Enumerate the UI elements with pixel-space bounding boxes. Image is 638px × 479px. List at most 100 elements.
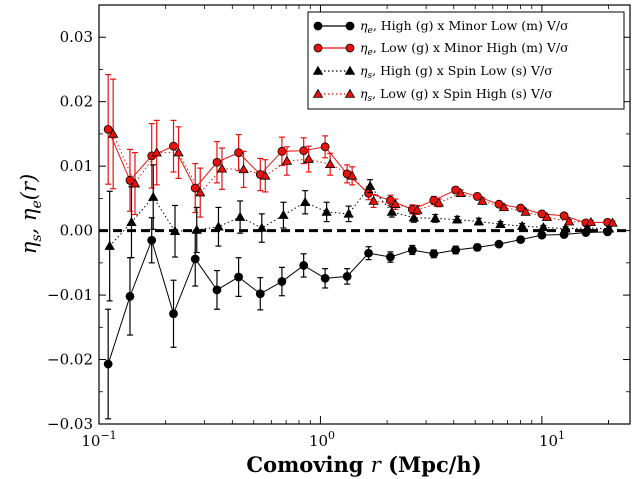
series-0-point-0	[103, 359, 113, 369]
series-0-point-10	[320, 273, 330, 283]
series-1-point-10	[320, 142, 330, 152]
y-axis-title: ηs, ηe(r)	[17, 174, 45, 254]
series-2-point-22	[582, 222, 593, 232]
series-2-point-6	[234, 211, 246, 221]
series-0-point-12	[364, 248, 373, 258]
series-2	[104, 164, 615, 302]
series-1-point-8	[277, 146, 287, 156]
series-1-point-13	[386, 195, 395, 205]
series-0-point-16	[451, 245, 461, 255]
y-tick-label-5: 0.02	[60, 93, 93, 111]
series-0-point-15	[429, 249, 439, 259]
y-tick-label-6: 0.03	[60, 28, 93, 46]
legend-key-marker-1-1	[345, 43, 355, 53]
series-3-point-22	[585, 216, 597, 227]
y-tick-label-0: −0.03	[47, 415, 93, 433]
series-2-point-8	[278, 209, 289, 219]
x-tick-label-0: 10−1	[81, 429, 116, 450]
series-group	[103, 74, 618, 420]
plot-frame	[98, 4, 631, 425]
series-1-point-9	[299, 146, 309, 156]
series-2-point-15	[430, 213, 441, 223]
series-3-point-13	[390, 198, 401, 208]
series-1-point-12	[364, 188, 373, 198]
series-3-point-11	[346, 170, 358, 180]
series-3-point-4	[195, 187, 206, 197]
x-axis-title: Comoving r (Mpc/h)	[246, 452, 481, 477]
legend-key-marker-3-0	[312, 88, 324, 98]
x-tick-label-1: 100	[309, 429, 335, 450]
series-0-point-7	[255, 289, 265, 299]
series-0-point-3	[169, 309, 178, 319]
series-0-point-17	[472, 242, 482, 252]
series-2-point-17	[473, 216, 485, 226]
series-2-point-14	[408, 212, 420, 222]
series-2-point-4	[191, 224, 202, 234]
legend-key-marker-2-1	[344, 65, 356, 75]
y-tick-label-2: −0.01	[47, 286, 93, 304]
legend-box	[307, 11, 625, 110]
series-2-point-19	[516, 220, 528, 230]
legend-key-marker-0-1	[345, 21, 355, 31]
series-3-point-10	[324, 158, 336, 168]
series-0-point-19	[516, 235, 526, 245]
series-3-point-1	[129, 178, 141, 188]
legend-key-marker-0-0	[313, 21, 323, 31]
series-2-point-2	[148, 191, 159, 201]
legend-keys	[312, 21, 356, 98]
x-tick-labels: 10−1 100 101	[81, 429, 565, 450]
series-3	[107, 78, 618, 227]
series-0-point-8	[277, 277, 287, 286]
y-tick-label-3: 0.00	[60, 222, 93, 240]
series-3-point-23	[607, 217, 618, 227]
series-3-point-8	[281, 155, 293, 165]
series-0-point-2	[147, 235, 157, 245]
legend-entry-3: ηs, Low (g) x Spin High (s) V/σ	[360, 86, 553, 104]
legend-key-marker-2-0	[312, 65, 324, 75]
series-3-point-9	[303, 153, 314, 163]
series-2-point-16	[451, 214, 463, 224]
series-2-point-5	[213, 221, 224, 231]
series-0-point-1	[125, 291, 135, 301]
axis-ticks	[98, 5, 630, 425]
series-2-point-7	[256, 222, 267, 232]
legend-key-marker-1-0	[313, 43, 323, 53]
series-0-point-18	[494, 239, 504, 249]
series-0-point-13	[386, 252, 395, 262]
legend-key-marker-3-1	[344, 88, 356, 98]
series-2-point-1	[126, 216, 137, 227]
series-1-point-5	[212, 157, 222, 167]
series-1-point-0	[103, 125, 113, 134]
series-3-point-15	[433, 197, 444, 207]
legend-entry-0: ηe, High (g) x Minor Low (m) V/σ	[360, 18, 569, 36]
series-2-point-3	[169, 225, 181, 236]
legend: ηe, High (g) x Minor Low (m) V/σ ηe, Low…	[307, 11, 625, 110]
series-2-point-12	[364, 180, 376, 190]
series-3-point-17	[477, 195, 488, 205]
y-tick-label-1: −0.02	[47, 351, 93, 369]
legend-entry-1: ηe, Low (g) x Minor High (m) V/σ	[360, 40, 569, 58]
series-3-point-2	[151, 147, 162, 157]
series-3-point-6	[238, 164, 249, 174]
series-1-point-3	[169, 141, 178, 151]
series-2-line	[109, 185, 610, 247]
series-0-point-5	[212, 285, 222, 295]
series-2-point-13	[386, 206, 398, 216]
series-2-point-20	[538, 222, 549, 232]
series-0-point-4	[190, 254, 200, 264]
series-0-point-9	[299, 261, 309, 270]
series-3-point-21	[563, 216, 575, 226]
series-0-point-14	[407, 245, 417, 255]
x-tick-label-2: 101	[539, 429, 565, 450]
series-2-point-23	[603, 223, 615, 233]
series-2-point-9	[299, 196, 311, 207]
y-tick-labels: −0.03 −0.02 −0.01 0.00 0.01 0.02 0.03	[47, 28, 93, 433]
series-3-point-12	[368, 195, 379, 205]
series-0-point-11	[342, 271, 352, 281]
series-3-point-16	[455, 187, 466, 198]
series-2-point-10	[321, 206, 332, 216]
legend-entry-2: ηs, High (g) x Spin Low (s) V/σ	[360, 63, 553, 81]
series-2-point-21	[560, 223, 571, 233]
series-3-point-5	[216, 163, 228, 173]
